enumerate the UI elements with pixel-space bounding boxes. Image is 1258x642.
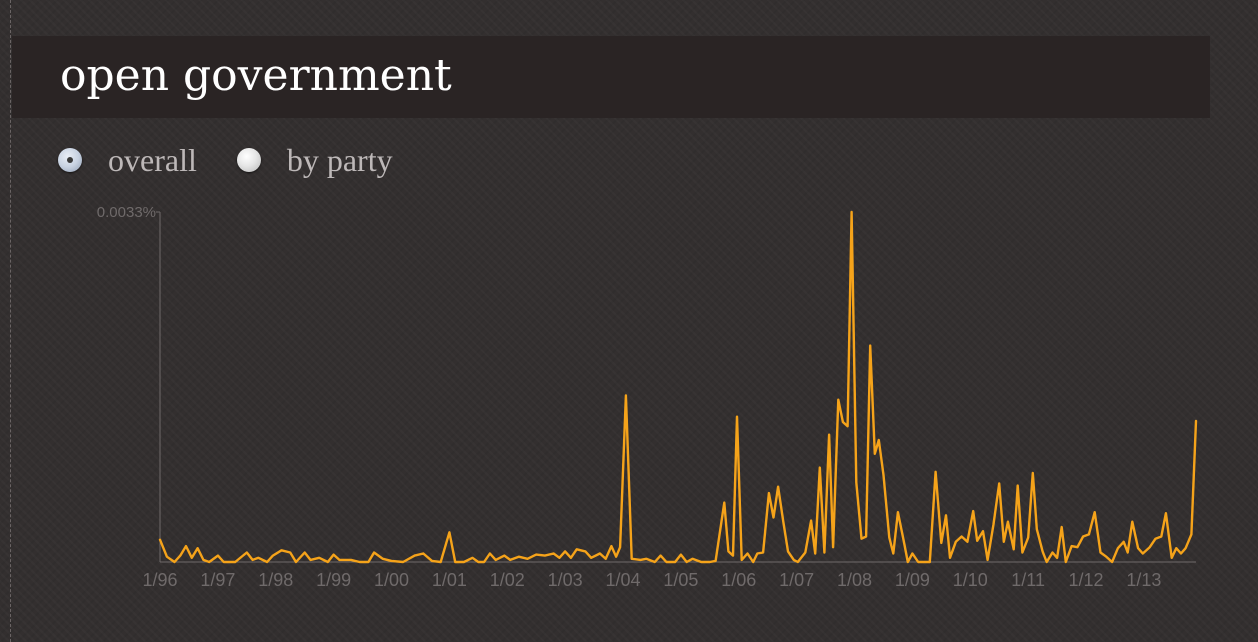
x-tick-label: 1/04: [605, 570, 640, 590]
x-tick-label: 1/00: [374, 570, 409, 590]
radio-selected-icon[interactable]: [58, 148, 82, 172]
by-party-option[interactable]: by party: [236, 141, 393, 179]
x-tick-label: 1/98: [258, 570, 293, 590]
x-tick-label: 1/11: [1011, 570, 1045, 590]
x-tick-label: 1/10: [953, 570, 988, 590]
x-tick-label: 1/07: [779, 570, 814, 590]
title-bar: open government: [12, 36, 1210, 118]
by-party-label[interactable]: by party: [286, 141, 393, 178]
x-tick-label: 1/05: [663, 570, 698, 590]
page-title: open government: [60, 50, 452, 101]
x-tick-label: 1/02: [490, 570, 525, 590]
radio-unselected-icon[interactable]: [236, 148, 261, 172]
x-tick-label: 1/06: [721, 570, 756, 590]
x-tick-label: 1/97: [200, 570, 235, 590]
mentions-line-chart: 0.0033% 1/96 1/97 1/98 1/99 1/00 1/01 1/02 1/03 1…: [97, 204, 1198, 590]
overall-label[interactable]: overall: [108, 141, 197, 178]
series-line: [158, 210, 1198, 564]
x-tick-label: 1/09: [895, 570, 930, 590]
x-tick-label: 1/08: [837, 570, 872, 590]
overall-option[interactable]: overall: [58, 142, 197, 179]
view-toggle: overall by party: [58, 140, 393, 180]
y-tick-label: 0.0033%: [97, 204, 156, 221]
x-tick-label: 1/96: [142, 570, 177, 590]
x-tick-label: 1/13: [1126, 570, 1161, 590]
page-left-dashed-rule: [10, 0, 11, 642]
x-tick-label: 1/01: [432, 570, 467, 590]
x-tick-label: 1/03: [548, 570, 583, 590]
x-tick-label: 1/12: [1069, 570, 1104, 590]
x-tick-label: 1/99: [316, 570, 351, 590]
